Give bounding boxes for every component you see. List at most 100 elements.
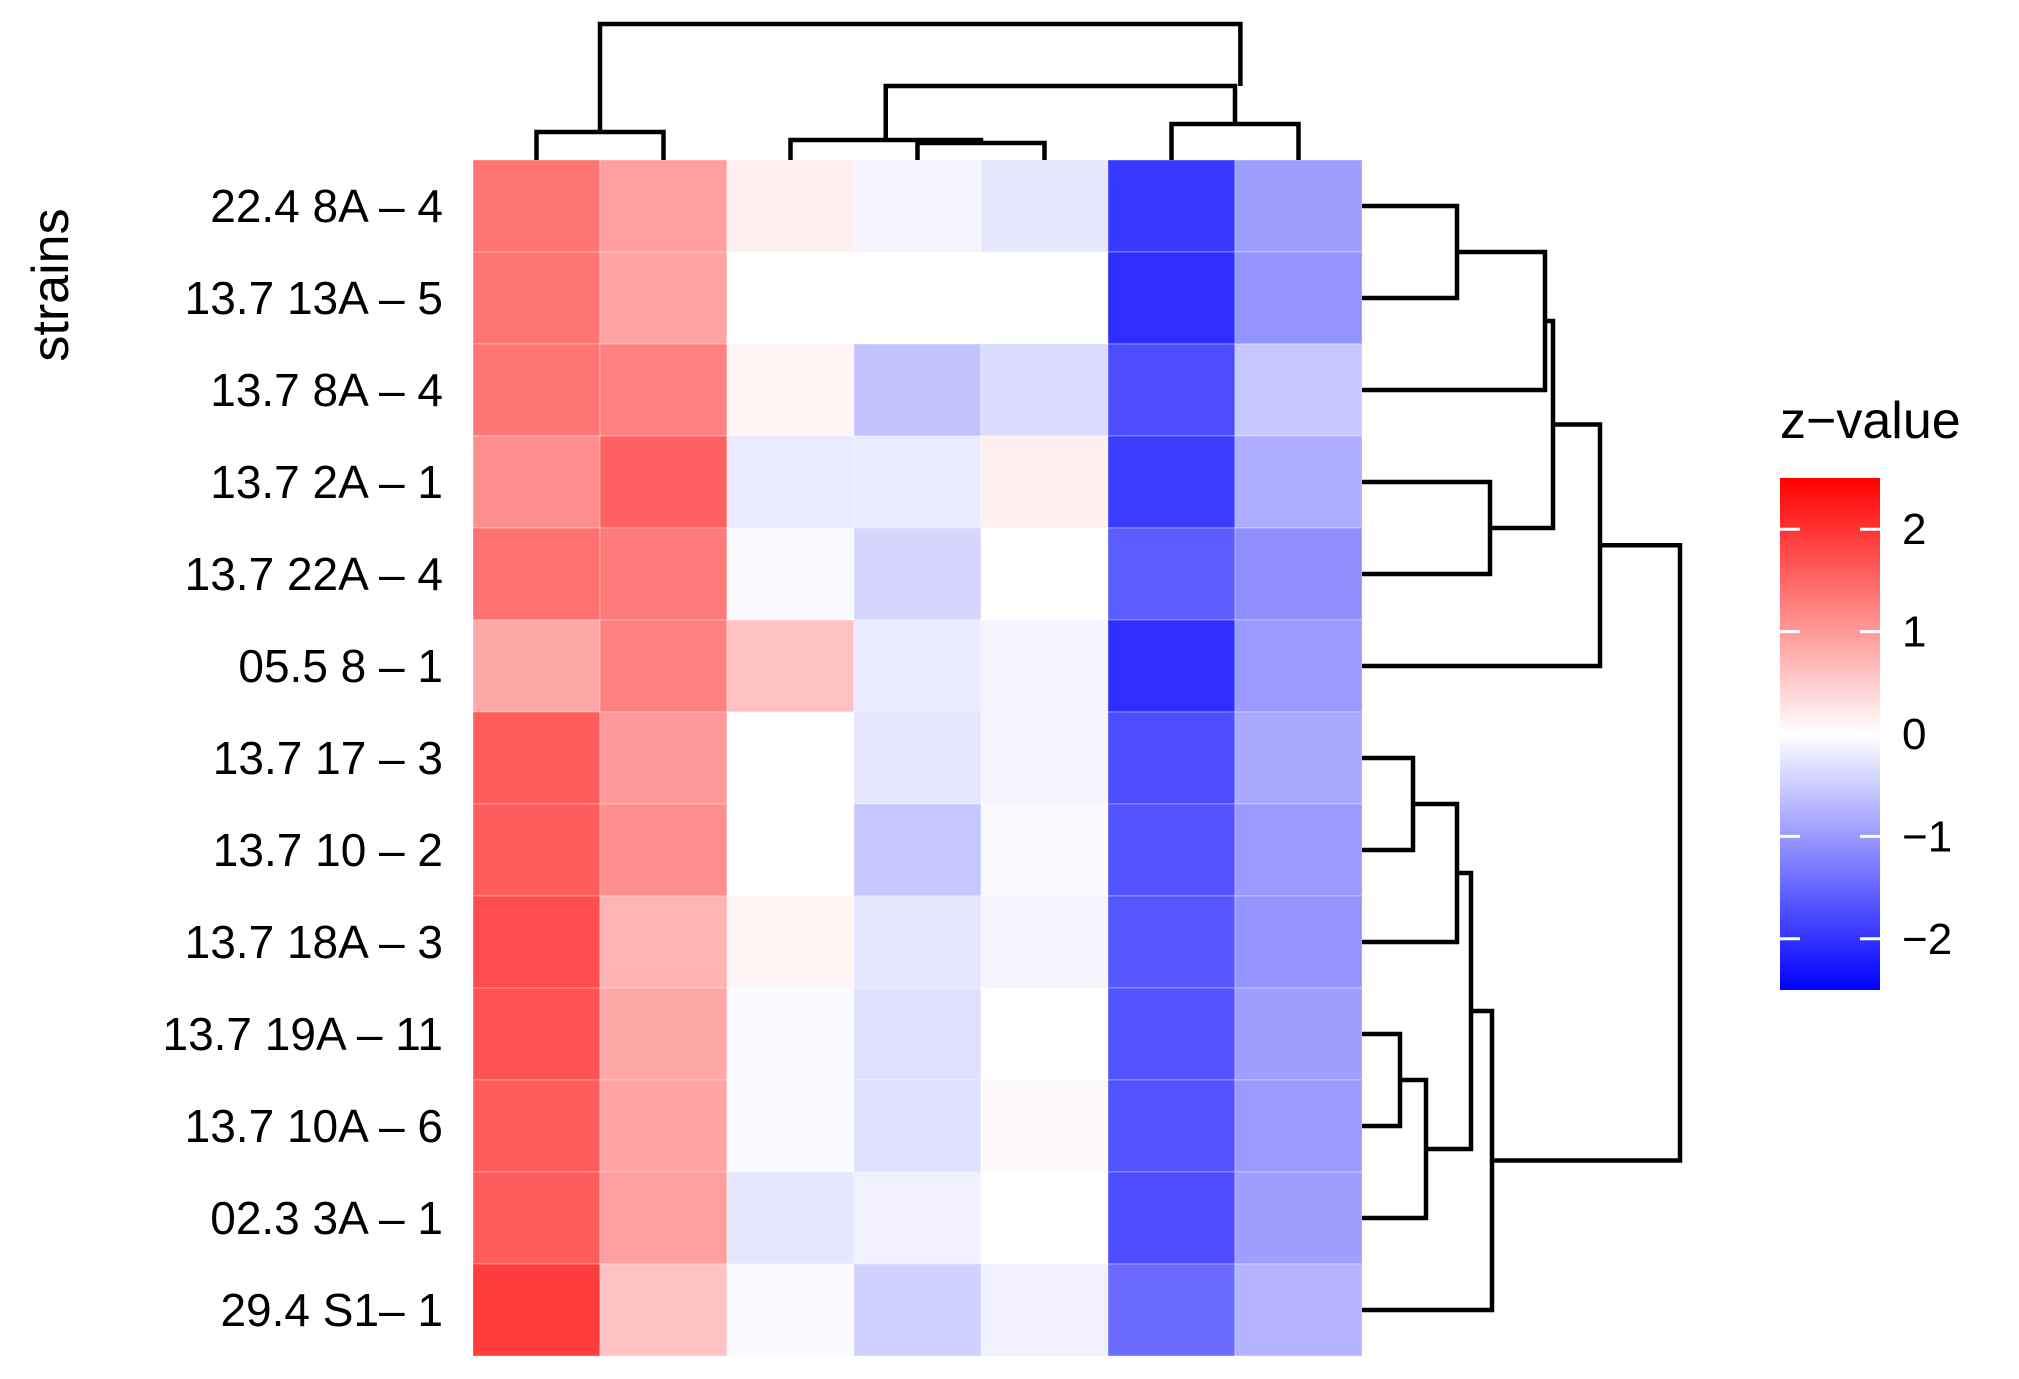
dendrogram-branch: [1426, 870, 1474, 1152]
color-legend: 2 1 0 −1 −2: [1780, 478, 1952, 990]
heatmap-cell: [853, 895, 982, 989]
heatmap-cell: [853, 1263, 982, 1357]
legend-tick-label: −2: [1902, 915, 1952, 964]
heatmap-cell: [1234, 1263, 1363, 1357]
heatmap-cell: [599, 435, 728, 529]
heatmap-cell: [599, 527, 728, 621]
heatmap-cell: [726, 987, 855, 1081]
heatmap-cell: [1107, 987, 1236, 1081]
heatmap-cell: [726, 1263, 855, 1357]
heatmap-cell: [726, 435, 855, 529]
dendrogram-branch: [1362, 801, 1460, 945]
heatmap-cell: [1234, 1171, 1363, 1265]
dendrogram-branch: [1362, 755, 1416, 853]
row-label: 22.4 8A – 4: [210, 180, 443, 232]
heatmap-cell: [1234, 159, 1363, 253]
heatmap-cell: [1107, 1079, 1236, 1173]
dendrogram-branch: [1169, 121, 1301, 160]
row-label: 13.7 22A – 4: [185, 548, 443, 600]
row-label: 13.7 10A – 6: [185, 1100, 443, 1152]
column-dendrogram: [534, 21, 1301, 160]
heatmap-cell: [599, 251, 728, 345]
heatmap-cell: [853, 527, 982, 621]
heatmap-cell: [1234, 435, 1363, 529]
row-dendrogram: [1362, 203, 1683, 1313]
heatmap-cell: [1107, 435, 1236, 529]
dendrogram-branch: [915, 140, 1047, 160]
heatmap-cell: [472, 343, 601, 437]
dendrogram-branch: [1492, 543, 1683, 1163]
heatmap-cell: [472, 895, 601, 989]
heatmap-cell: [726, 803, 855, 897]
heatmap-cell: [980, 435, 1109, 529]
heatmap-cell: [1234, 1079, 1363, 1173]
heatmap-cell: [1107, 1263, 1236, 1357]
heatmap-cell: [472, 159, 601, 253]
heatmap-cell: [1107, 803, 1236, 897]
heatmap-cell: [980, 619, 1109, 713]
heatmap-cell: [980, 1079, 1109, 1173]
heatmap-cell: [599, 1079, 728, 1173]
row-label: 13.7 10 – 2: [213, 824, 443, 876]
heatmap-cell: [853, 987, 982, 1081]
legend-tick-label: 1: [1902, 608, 1926, 657]
heatmap-cell: [726, 895, 855, 989]
heatmap-cell: [599, 159, 728, 253]
dendrogram-branch: [1362, 1031, 1403, 1129]
dendrogram-branch: [1362, 1077, 1429, 1221]
heatmap-cell: [1107, 1171, 1236, 1265]
legend-title: z−value: [1780, 392, 1961, 450]
heatmap-cell: [472, 251, 601, 345]
heatmap-cell: [472, 435, 601, 529]
heatmap-cell: [472, 987, 601, 1081]
heatmap-cell: [1107, 895, 1236, 989]
dendrogram-branch: [1362, 422, 1603, 669]
heatmap-cell: [1234, 803, 1363, 897]
heatmap-cell: [472, 1079, 601, 1173]
heatmap-cell: [472, 1263, 601, 1357]
dendrogram-branch: [597, 21, 1243, 132]
heatmap-cell: [599, 343, 728, 437]
heatmap-cell: [1234, 987, 1363, 1081]
row-label: 13.7 19A – 11: [162, 1008, 443, 1060]
heatmap-cell: [853, 435, 982, 529]
heatmap-cell: [1234, 343, 1363, 437]
heatmap-cell: [980, 1263, 1109, 1357]
heatmap-cell: [472, 619, 601, 713]
dendrogram-branch: [1362, 249, 1548, 393]
heatmap-cell: [853, 1079, 982, 1173]
dendrogram-branch: [534, 129, 666, 160]
heatmap-cell: [599, 711, 728, 805]
heatmap-cell: [980, 711, 1109, 805]
heatmap-cell: [1107, 343, 1236, 437]
heatmap-cell: [853, 251, 982, 345]
heatmap-cell: [599, 803, 728, 897]
heatmap-cell: [599, 619, 728, 713]
row-labels: 22.4 8A – 4 13.7 13A – 5 13.7 8A – 4 13.7 2…: [162, 180, 443, 1336]
heatmap-cell: [726, 619, 855, 713]
row-label: 29.4 S1– 1: [220, 1284, 443, 1336]
heatmap-cells: [472, 159, 1363, 1357]
heatmap-cell: [1107, 619, 1236, 713]
legend-tick-label: 0: [1902, 710, 1926, 759]
legend-tick-label: −1: [1902, 812, 1952, 861]
row-label: 13.7 13A – 5: [185, 272, 443, 324]
heatmap-cell: [472, 711, 601, 805]
heatmap-cell: [980, 1171, 1109, 1265]
row-label: 05.5 8 – 1: [238, 640, 443, 692]
y-axis-title: strains: [22, 208, 80, 361]
heatmap-cell: [726, 711, 855, 805]
heatmap-cell: [853, 711, 982, 805]
heatmap-cell: [980, 803, 1109, 897]
heatmap-cell: [726, 527, 855, 621]
heatmap-cell: [472, 527, 601, 621]
heatmap-cell: [1234, 619, 1363, 713]
heatmap-cell: [980, 527, 1109, 621]
heatmap-cell: [853, 803, 982, 897]
row-label: 13.7 8A – 4: [210, 364, 443, 416]
heatmap-cell: [980, 159, 1109, 253]
heatmap-cell: [1107, 711, 1236, 805]
heatmap-cell: [980, 895, 1109, 989]
heatmap-cell: [726, 343, 855, 437]
